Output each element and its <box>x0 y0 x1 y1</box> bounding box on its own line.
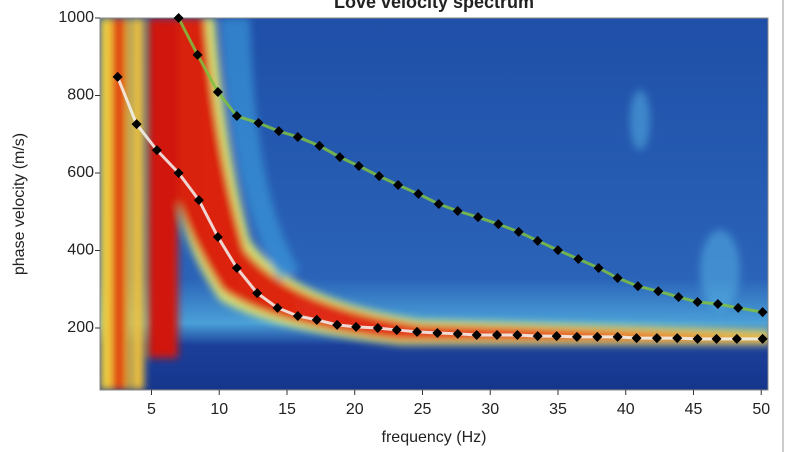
point <box>452 328 463 339</box>
point <box>173 13 184 23</box>
point <box>692 333 703 344</box>
x-tick-label: 20 <box>346 401 364 418</box>
point <box>252 288 263 299</box>
point <box>332 319 343 330</box>
x-tick-label: 35 <box>549 401 567 418</box>
y-tick-label: 800 <box>67 87 94 104</box>
point <box>733 302 744 313</box>
point <box>532 235 543 246</box>
point <box>571 331 582 342</box>
point <box>314 140 325 151</box>
point <box>653 286 664 297</box>
x-tick-label: 40 <box>617 401 635 418</box>
point <box>692 297 703 308</box>
point <box>551 331 562 342</box>
point <box>413 188 424 199</box>
point <box>651 333 662 344</box>
point <box>212 87 223 98</box>
point <box>253 118 264 129</box>
point <box>292 131 303 142</box>
x-tick-label: 45 <box>685 401 703 418</box>
point <box>532 331 543 342</box>
point <box>573 254 584 265</box>
point <box>432 328 443 339</box>
point <box>593 262 604 273</box>
point <box>412 326 423 337</box>
point <box>731 333 742 344</box>
point <box>231 262 242 273</box>
point <box>351 321 362 332</box>
point <box>193 195 204 206</box>
y-tick-label: 200 <box>67 319 94 336</box>
point <box>334 152 345 163</box>
y-axis-label: phase velocity (m/s) <box>11 133 28 275</box>
point <box>757 333 768 344</box>
point <box>311 314 322 325</box>
point <box>513 226 524 237</box>
point <box>473 212 484 223</box>
x-axis-label: frequency (Hz) <box>382 429 487 446</box>
y-tick-label: 400 <box>67 242 94 259</box>
point <box>131 119 142 130</box>
point <box>712 298 723 309</box>
plot-frame <box>99 17 769 391</box>
point <box>592 331 603 342</box>
point <box>353 161 364 172</box>
x-tick-label: 15 <box>278 401 296 418</box>
point <box>231 111 242 122</box>
point <box>452 205 463 216</box>
point <box>512 329 523 340</box>
x-tick-label: 10 <box>210 401 228 418</box>
point <box>273 126 284 137</box>
point <box>374 171 385 182</box>
y-tick-label: 600 <box>67 164 94 181</box>
x-tick-label: 30 <box>481 401 499 418</box>
y-tick-label: 1000 <box>58 9 94 26</box>
point <box>672 333 683 344</box>
x-tick-label: 50 <box>752 401 770 418</box>
point <box>212 231 223 242</box>
point <box>552 245 563 256</box>
point <box>391 324 402 335</box>
point <box>631 333 642 344</box>
point <box>471 329 482 340</box>
point <box>612 273 623 284</box>
point <box>632 281 643 292</box>
point <box>433 199 444 209</box>
point <box>192 49 203 60</box>
x-tick-label: 25 <box>414 401 432 418</box>
point <box>493 219 504 230</box>
chart-title: Love velocity spectrum <box>334 0 534 12</box>
point <box>492 329 503 340</box>
point <box>151 145 162 156</box>
point <box>673 292 684 302</box>
spectrum-image <box>100 18 768 390</box>
point <box>292 310 303 321</box>
point <box>393 180 404 191</box>
point <box>272 302 283 313</box>
point <box>112 71 123 82</box>
point <box>372 323 383 333</box>
point <box>612 331 623 342</box>
point <box>757 307 768 318</box>
point <box>711 333 722 344</box>
x-tick-label: 5 <box>147 401 156 418</box>
point <box>173 168 184 178</box>
